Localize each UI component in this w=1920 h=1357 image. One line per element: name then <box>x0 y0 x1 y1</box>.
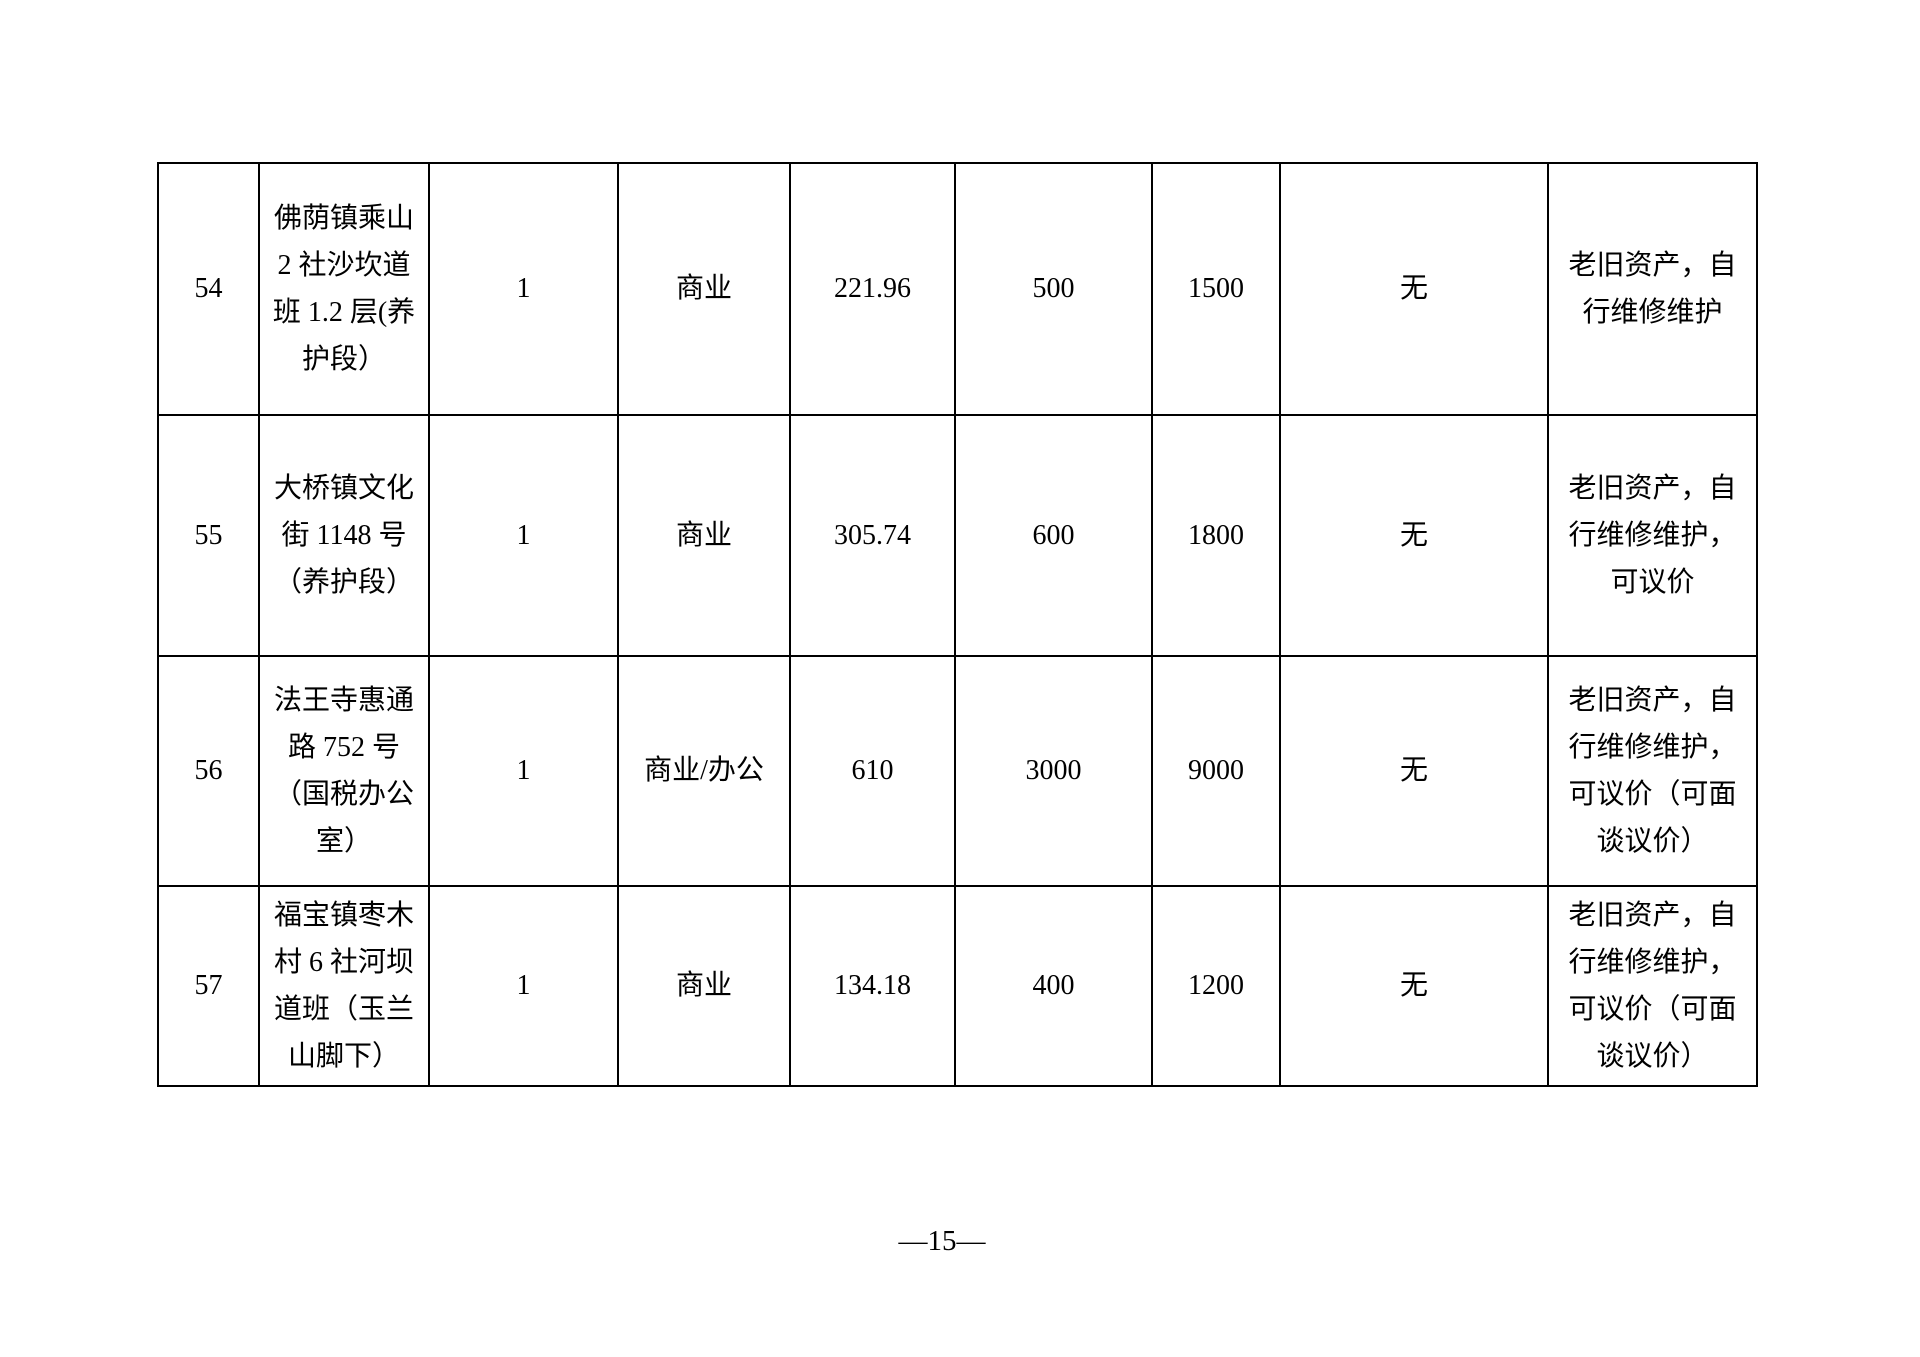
cell-remark: 老旧资产，自行维修维护，可议价（可面谈议价） <box>1547 655 1758 887</box>
cell-remark: 老旧资产，自行维修维护，可议价（可面谈议价） <box>1547 885 1758 1087</box>
cell-other: 无 <box>1279 655 1549 887</box>
cell-address: 佛荫镇乘山 2 社沙坎道班 1.2 层(养护段） <box>258 162 430 416</box>
cell-quantity: 1 <box>428 655 619 887</box>
cell-use-type: 商业 <box>617 162 791 416</box>
table-row: 55 大桥镇文化街 1148 号（养护段） 1 商业 305.74 600 18… <box>157 414 1758 657</box>
cell-area: 221.96 <box>789 162 956 416</box>
cell-quantity: 1 <box>428 414 619 657</box>
cell-remark: 老旧资产，自行维修维护 <box>1547 162 1758 416</box>
cell-annual-rent: 1200 <box>1151 885 1281 1087</box>
cell-monthly-rent: 600 <box>954 414 1153 657</box>
cell-other: 无 <box>1279 885 1549 1087</box>
cell-seq: 54 <box>157 162 260 416</box>
cell-address: 法王寺惠通路 752 号（国税办公室） <box>258 655 430 887</box>
table-row: 56 法王寺惠通路 752 号（国税办公室） 1 商业/办公 610 3000 … <box>157 655 1758 887</box>
cell-use-type: 商业 <box>617 885 791 1087</box>
cell-monthly-rent: 3000 <box>954 655 1153 887</box>
table-row: 57 福宝镇枣木村 6 社河坝道班（玉兰山脚下） 1 商业 134.18 400… <box>157 885 1758 1087</box>
cell-quantity: 1 <box>428 885 619 1087</box>
cell-seq: 55 <box>157 414 260 657</box>
cell-annual-rent: 1800 <box>1151 414 1281 657</box>
cell-use-type: 商业 <box>617 414 791 657</box>
cell-monthly-rent: 500 <box>954 162 1153 416</box>
cell-other: 无 <box>1279 414 1549 657</box>
cell-use-type: 商业/办公 <box>617 655 791 887</box>
asset-listing-table: 54 佛荫镇乘山 2 社沙坎道班 1.2 层(养护段） 1 商业 221.96 … <box>157 162 1758 1087</box>
table-row: 54 佛荫镇乘山 2 社沙坎道班 1.2 层(养护段） 1 商业 221.96 … <box>157 162 1758 416</box>
cell-area: 305.74 <box>789 414 956 657</box>
cell-address: 大桥镇文化街 1148 号（养护段） <box>258 414 430 657</box>
cell-annual-rent: 1500 <box>1151 162 1281 416</box>
cell-remark: 老旧资产，自行维修维护，可议价 <box>1547 414 1758 657</box>
cell-address: 福宝镇枣木村 6 社河坝道班（玉兰山脚下） <box>258 885 430 1087</box>
cell-area: 134.18 <box>789 885 956 1087</box>
cell-seq: 57 <box>157 885 260 1087</box>
cell-monthly-rent: 400 <box>954 885 1153 1087</box>
cell-area: 610 <box>789 655 956 887</box>
cell-annual-rent: 9000 <box>1151 655 1281 887</box>
cell-quantity: 1 <box>428 162 619 416</box>
cell-seq: 56 <box>157 655 260 887</box>
cell-other: 无 <box>1279 162 1549 416</box>
page-number: —15— <box>898 1225 986 1257</box>
